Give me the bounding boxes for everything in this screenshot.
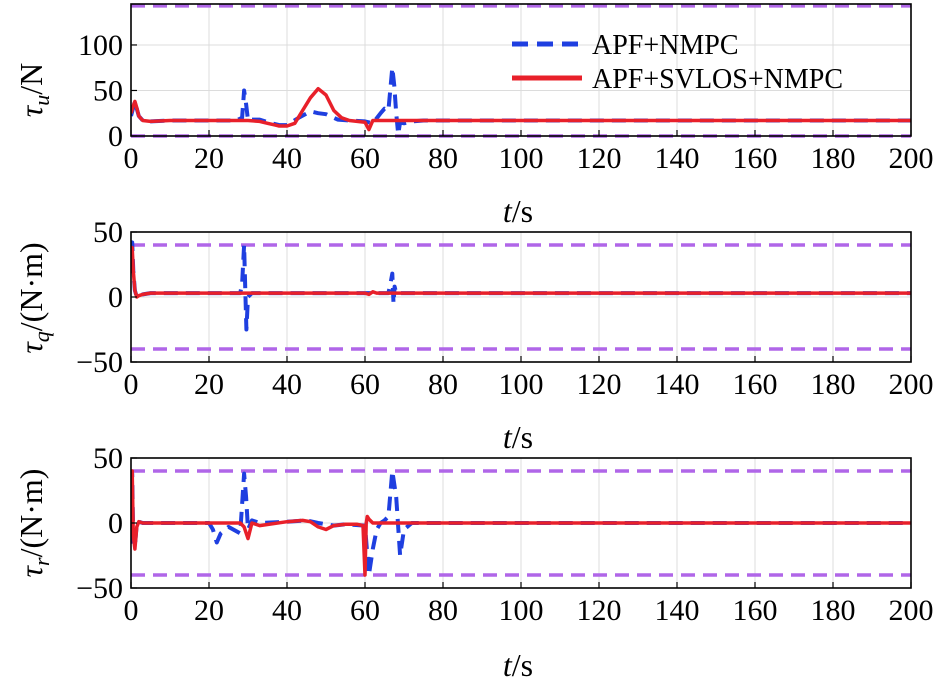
series-group — [131, 240, 911, 351]
plot-area-tau-u: 0 20 40 60 80 100 120 140 160 180 200 0 50 100 — [78, 3, 934, 175]
series-group — [131, 469, 911, 577]
x-tick-label: 60 — [350, 142, 380, 175]
xlabel-variable: t — [503, 647, 513, 683]
ylabel-unit: /(N·m) — [13, 242, 49, 331]
legend-label-apf-nmpc: APF+NMPC — [592, 30, 739, 61]
xlabel-unit: /s — [512, 193, 533, 229]
series-apf-svlos-nmpc — [131, 86, 911, 132]
y-tick-label: 100 — [78, 29, 123, 62]
xlabel-variable: t — [503, 193, 513, 229]
ylabel-symbol: τ — [13, 104, 49, 117]
x-tick-label: 0 — [124, 142, 139, 175]
x-tick-label: 20 — [194, 368, 224, 401]
ylabel-subscript: u — [29, 95, 54, 106]
ylabel-subscript: q — [29, 331, 54, 342]
ylabel-tau-r: τr/(N·m) — [13, 469, 54, 578]
y-tick-label: −50 — [76, 346, 123, 379]
legend-label-apf-svlos-nmpc: APF+SVLOS+NMPC — [592, 64, 843, 95]
xlabel-tau-r: t/s — [503, 647, 533, 683]
x-tick-label: 180 — [811, 142, 856, 175]
x-tick-label: 80 — [428, 594, 458, 627]
x-tick-label: 40 — [272, 368, 302, 401]
xlabel-unit: /s — [512, 419, 533, 455]
legend: APF+NMPC APF+SVLOS+NMPC — [512, 30, 843, 95]
x-tick-label: 120 — [577, 594, 622, 627]
x-tick-label: 20 — [194, 594, 224, 627]
ylabel-symbol: τ — [13, 564, 49, 577]
y-tick-label: 0 — [108, 120, 123, 153]
series-apf-nmpc — [131, 65, 911, 137]
x-tick-label: 140 — [655, 594, 700, 627]
ylabel-unit: /(N·m) — [13, 469, 49, 558]
x-tick-label: 200 — [889, 368, 934, 401]
x-tick-label: 160 — [733, 142, 778, 175]
x-tick-label: 80 — [428, 142, 458, 175]
ylabel-unit: /N — [13, 63, 49, 95]
ylabel-tau-u: τu/N — [13, 63, 54, 117]
xlabel-tau-u: t/s — [503, 193, 533, 229]
x-tick-label: 120 — [577, 142, 622, 175]
ylabel-tau-q: τq/(N·m) — [13, 242, 54, 353]
y-tick-label: 0 — [108, 281, 123, 314]
x-tick-label: 40 — [272, 142, 302, 175]
x-tick-label: 200 — [889, 142, 934, 175]
x-tick-label: 140 — [655, 142, 700, 175]
x-tick-label: 60 — [350, 368, 380, 401]
ylabel-subscript: r — [29, 557, 54, 566]
x-tick-label: 180 — [811, 368, 856, 401]
ylabel-symbol: τ — [13, 341, 49, 354]
x-tick-label: 60 — [350, 594, 380, 627]
x-tick-label: 160 — [733, 594, 778, 627]
x-tick-label: 100 — [499, 142, 544, 175]
xlabel-variable: t — [503, 419, 513, 455]
y-tick-label: 50 — [93, 74, 123, 107]
x-tick-label: 0 — [124, 594, 139, 627]
x-tick-label: 140 — [655, 368, 700, 401]
panel-tau-u: 0 20 40 60 80 100 120 140 160 180 200 0 50 100 τu/N t… — [13, 3, 934, 229]
series-apf-svlos-nmpc — [131, 469, 911, 577]
x-tick-label: 20 — [194, 142, 224, 175]
xlabel-unit: /s — [512, 647, 533, 683]
x-tick-label: 100 — [499, 368, 544, 401]
x-tick-label: 80 — [428, 368, 458, 401]
xlabel-tau-q: t/s — [503, 419, 533, 455]
x-tick-label: 160 — [733, 368, 778, 401]
x-tick-label: 40 — [272, 594, 302, 627]
y-tick-label: 0 — [108, 507, 123, 540]
x-tick-label: 180 — [811, 594, 856, 627]
x-tick-label: 100 — [499, 594, 544, 627]
y-tick-label: 50 — [93, 216, 123, 249]
x-tick-label: 200 — [889, 594, 934, 627]
y-tick-label: −50 — [76, 572, 123, 605]
series-apf-svlos-nmpc — [131, 245, 911, 299]
x-tick-label: 0 — [124, 368, 139, 401]
x-tick-label: 120 — [577, 368, 622, 401]
y-tick-label: 50 — [93, 442, 123, 475]
